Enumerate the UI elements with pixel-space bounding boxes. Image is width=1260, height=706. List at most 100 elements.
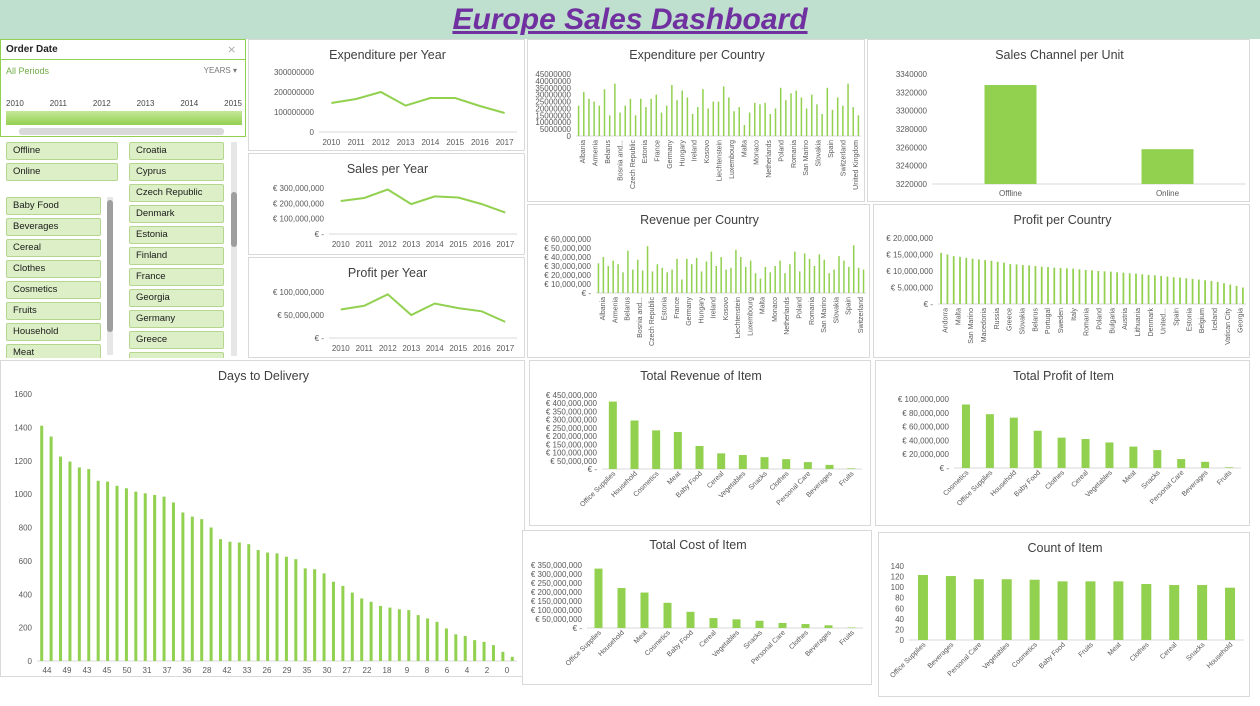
timeline-year[interactable]: 2011 bbox=[49, 99, 67, 108]
slicer-item-finland[interactable]: Finland bbox=[129, 247, 224, 265]
bar bbox=[1179, 277, 1181, 304]
bar bbox=[181, 512, 185, 661]
bar bbox=[331, 581, 335, 661]
bar bbox=[228, 541, 232, 661]
chart-title: Days to Delivery bbox=[218, 369, 310, 383]
x-tick-label: 2011 bbox=[356, 344, 374, 353]
clear-filter-icon[interactable]: ⨯ bbox=[227, 44, 237, 56]
timeline-year[interactable]: 2015 bbox=[224, 99, 242, 108]
x-tick-label: Greece bbox=[1007, 308, 1014, 331]
sales-per-year-chart: Sales per Year € - € 100,000,000 € 200,000,… bbox=[273, 162, 517, 249]
slicer-item-clothes[interactable]: Clothes bbox=[6, 260, 101, 278]
slicer-item-offline[interactable]: Offline bbox=[6, 142, 118, 160]
timeline-scrollbar[interactable] bbox=[19, 128, 224, 135]
y-tick-label: 0 bbox=[310, 128, 315, 137]
slicer-item-denmark[interactable]: Denmark bbox=[129, 205, 224, 223]
bar bbox=[778, 622, 787, 628]
x-tick-label: 2011 bbox=[348, 138, 366, 147]
y-tick-label: € - bbox=[588, 465, 598, 474]
y-tick-label: 1000 bbox=[14, 490, 32, 499]
x-tick-label: Malta bbox=[741, 140, 748, 157]
bar bbox=[801, 624, 810, 628]
timeline-year[interactable]: 2010 bbox=[6, 99, 24, 108]
country-scrollbar[interactable] bbox=[231, 142, 237, 356]
bar bbox=[984, 260, 987, 304]
bar bbox=[473, 640, 477, 661]
x-tick-label: Snacks bbox=[1185, 641, 1207, 663]
days-to-delivery-chart: Days to Delivery 0 200 400 600 800 1000 1200 140… bbox=[14, 369, 517, 675]
bar bbox=[607, 266, 610, 293]
x-tick-label: 2012 bbox=[379, 344, 397, 353]
y-tick-label: 600 bbox=[19, 557, 33, 566]
x-tick-label: Clothes bbox=[788, 629, 810, 651]
bar bbox=[1084, 270, 1087, 304]
bar bbox=[1059, 268, 1062, 304]
bar bbox=[1204, 280, 1207, 304]
timeline-level-dropdown[interactable]: YEARS ▾ bbox=[203, 66, 237, 75]
timeline-year[interactable]: 2013 bbox=[136, 99, 155, 108]
bar bbox=[836, 97, 839, 136]
bar bbox=[759, 104, 761, 136]
x-tick-label: Romania bbox=[791, 140, 798, 168]
y-tick-label: 25000000 bbox=[535, 98, 571, 107]
x-tick-label: Ireland bbox=[692, 140, 699, 162]
x-tick-label: Cereal bbox=[706, 470, 726, 490]
bar bbox=[782, 459, 791, 469]
total-profit-of-item-panel: Total Profit of Item € - € 20,000,000 € 40,… bbox=[875, 360, 1250, 526]
bar bbox=[463, 635, 467, 661]
slicer-item-next[interactable] bbox=[129, 352, 224, 358]
y-tick-label: 20000000 bbox=[535, 104, 571, 113]
slicer-item-baby-food[interactable]: Baby Food bbox=[6, 197, 101, 215]
bar bbox=[369, 601, 373, 661]
bar bbox=[686, 97, 689, 136]
bar bbox=[722, 86, 725, 136]
item-type-scroll-thumb[interactable] bbox=[107, 200, 113, 332]
bar bbox=[1103, 271, 1106, 304]
slicer-item-estonia[interactable]: Estonia bbox=[129, 226, 224, 244]
y-tick-label: € 5,000,000 bbox=[891, 284, 934, 293]
slicer-item-cereal[interactable]: Cereal bbox=[6, 239, 101, 257]
bar bbox=[1147, 274, 1150, 304]
bar bbox=[803, 462, 812, 469]
bar bbox=[984, 85, 1037, 184]
slicer-item-beverages[interactable]: Beverages bbox=[6, 218, 101, 236]
slicer-item-germany[interactable]: Germany bbox=[129, 310, 224, 328]
bar bbox=[190, 516, 194, 661]
x-tick-label: Denmark bbox=[1148, 308, 1155, 337]
x-tick-label: Spain bbox=[846, 297, 853, 315]
x-tick-label: 2013 bbox=[402, 344, 420, 353]
slicer-item-croatia[interactable]: Croatia bbox=[129, 142, 224, 160]
slicer-item-fruits[interactable]: Fruits bbox=[6, 302, 101, 320]
timeline-year[interactable]: 2012 bbox=[92, 99, 111, 108]
slicer-item-household[interactable]: Household bbox=[6, 323, 101, 341]
slicer-item-cyprus[interactable]: Cyprus bbox=[129, 163, 224, 181]
x-tick-label: Ireland bbox=[711, 297, 718, 319]
bar bbox=[397, 609, 401, 661]
x-tick-label: Meat bbox=[1122, 469, 1138, 485]
slicer-item-meat[interactable]: Meat bbox=[6, 344, 101, 358]
slicer-item-georgia[interactable]: Georgia bbox=[129, 289, 224, 307]
slicer-item-cosmetics[interactable]: Cosmetics bbox=[6, 281, 101, 299]
timeline-year[interactable]: 2014 bbox=[180, 99, 199, 108]
x-tick-label: Spain bbox=[828, 140, 835, 158]
channel-slicer: Offline Online bbox=[0, 137, 124, 192]
bar bbox=[1166, 276, 1169, 304]
x-tick-label: Switzerland bbox=[840, 140, 847, 176]
timeline-range-bar[interactable] bbox=[6, 111, 242, 125]
slicer-item-france[interactable]: France bbox=[129, 268, 224, 286]
bar bbox=[838, 256, 840, 293]
y-tick-label: € 20,000,000 bbox=[902, 450, 949, 459]
x-tick-label: Netherlands bbox=[766, 140, 773, 178]
x-tick-label: Bosnia and... bbox=[617, 140, 624, 181]
slicer-item-czech-republic[interactable]: Czech Republic bbox=[129, 184, 224, 202]
order-date-timeline[interactable]: Order Date ⨯ All Periods YEARS ▾ 2010 20… bbox=[0, 39, 246, 137]
country-scroll-thumb[interactable] bbox=[231, 192, 237, 247]
y-tick-label: € 40,000,000 bbox=[544, 253, 591, 262]
x-tick-label: Armenia bbox=[612, 297, 619, 323]
y-tick-label: € 60,000,000 bbox=[902, 423, 949, 432]
bar bbox=[862, 269, 865, 293]
slicer-item-greece[interactable]: Greece bbox=[129, 331, 224, 349]
x-tick-label: Germany bbox=[686, 297, 693, 326]
slicer-item-online[interactable]: Online bbox=[6, 163, 118, 181]
